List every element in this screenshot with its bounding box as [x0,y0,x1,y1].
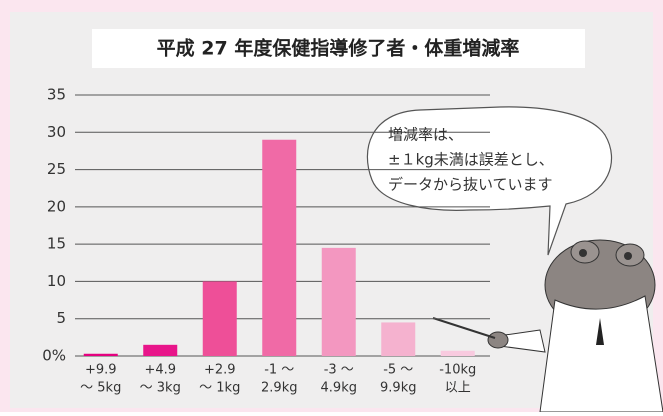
x-tick-label: -5 ～ [383,363,413,378]
x-tick-label: 以上 [445,381,471,396]
x-tick-label: -1 ～ [264,363,294,378]
bar [84,354,118,356]
x-tick-label: -10kg [439,363,476,378]
bar [203,281,237,356]
y-tick-label: 30 [47,123,66,141]
x-tick-label: ～ 3kg [140,381,181,396]
bar [143,345,177,356]
y-tick-label: 20 [47,197,66,215]
y-tick-label: 0% [42,347,66,365]
x-tick-label: 9.9kg [380,381,416,396]
chart-title: 平成 27 年度保健指導修了者・体重増減率 [157,37,520,60]
x-tick-label: ～ 1kg [199,381,240,396]
y-tick-label: 35 [47,86,66,104]
annotation: ±１kg未満は誤差とし、 [388,151,554,169]
annotation: 増減率は、 [388,126,463,144]
y-tick-label: 25 [47,160,66,178]
x-tick-label: +9.9 [85,363,117,378]
x-tick-label: +2.9 [204,363,236,378]
chart: 平成 27 年度保健指導修了者・体重増減率 0% 5 10 15 20 25 30 35 +9.… [0,0,663,412]
x-tick-label: ～ 5kg [80,381,121,396]
y-tick-label: 15 [47,235,66,253]
x-tick-label: 4.9kg [321,381,357,396]
bar [381,322,415,356]
y-tick-label: 10 [47,272,66,290]
bar [262,140,296,356]
x-tick-label: -3 ～ [324,363,354,378]
y-tick-label: 5 [56,309,66,327]
annotation: データから抜いています [388,176,553,194]
x-tick-label: +4.9 [144,363,176,378]
bar [441,351,475,356]
bar [322,248,356,356]
x-tick-label: 2.9kg [261,381,297,396]
